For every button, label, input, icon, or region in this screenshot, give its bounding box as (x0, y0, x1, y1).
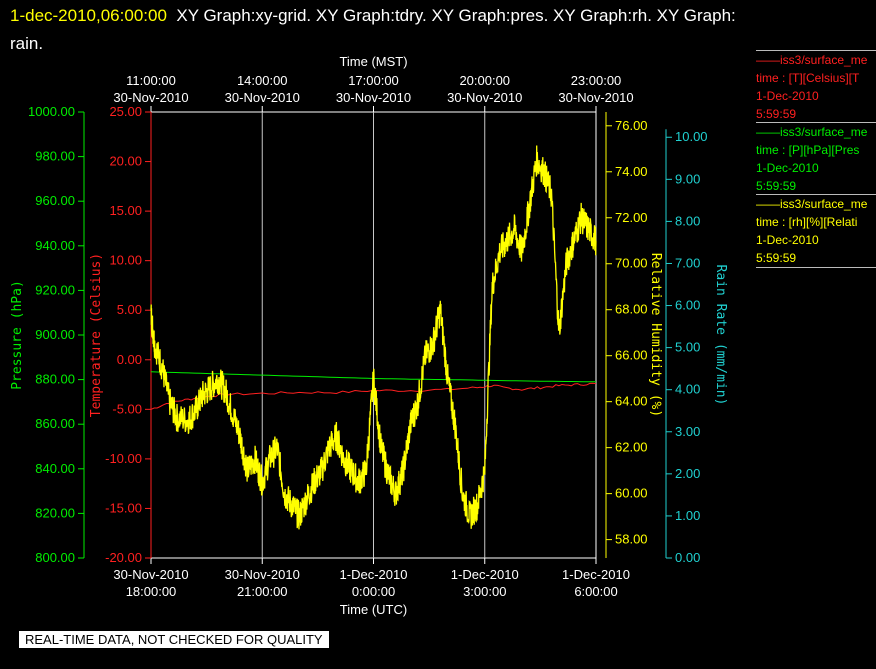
temperature-tick-label: 5.00 (117, 302, 142, 317)
rain-tick-label: 2.00 (675, 466, 700, 481)
rh-tick-label: 62.00 (615, 440, 648, 455)
legend-series-date: 1-Dec-2010 (756, 233, 819, 247)
legend-divider (756, 194, 876, 195)
temperature-tick-label: 0.00 (117, 352, 142, 367)
rh-tick-label: 68.00 (615, 302, 648, 317)
rain-tick-label: 3.00 (675, 424, 700, 439)
x-tick-label-time: 3:00:00 (463, 584, 506, 599)
temperature-axis-title: Temperature (Celsius) (89, 253, 104, 417)
header-title: 1-dec-2010,06:00:00 XY Graph:xy-grid. XY… (10, 2, 870, 58)
legend-entry-rh: ——iss3/surface_me time : [rh][%][Relati … (756, 194, 876, 268)
rh-tick-label: 74.00 (615, 164, 648, 179)
pressure-tick-label: 960.00 (35, 193, 75, 208)
series-line-rh (150, 145, 597, 530)
header-timestamp: 1-dec-2010,06:00:00 (10, 6, 167, 25)
temperature-tick-label: -10.00 (105, 451, 142, 466)
legend-divider (756, 50, 876, 51)
top-tick-label-date: 30-Nov-2010 (113, 90, 188, 105)
x-tick-label-date: 30-Nov-2010 (113, 567, 188, 582)
x-tick-label-date: 1-Dec-2010 (562, 567, 630, 582)
rain-tick-label: 0.00 (675, 550, 700, 565)
rh-tick-label: 64.00 (615, 394, 648, 409)
top-tick-label-time: 20:00:00 (459, 73, 510, 88)
rain-tick-label: 8.00 (675, 213, 700, 228)
pressure-axis-title: Pressure (hPa) (10, 280, 25, 390)
top-tick-label-time: 14:00:00 (237, 73, 288, 88)
x-tick-label-time: 21:00:00 (237, 584, 288, 599)
legend-series-date: 1-Dec-2010 (756, 89, 819, 103)
top-tick-label-time: 17:00:00 (348, 73, 399, 88)
legend-entry-temperature: ——iss3/surface_me time : [T][Celsius][T … (756, 50, 876, 123)
rh-tick-label: 58.00 (615, 532, 648, 547)
legend-series-units: time : [P][hPa][Pres (756, 143, 860, 157)
pressure-tick-label: 820.00 (35, 505, 75, 520)
pressure-tick-label: 840.00 (35, 461, 75, 476)
x-tick-label-date: 30-Nov-2010 (225, 567, 300, 582)
legend-series-time: 5:59:59 (756, 251, 797, 265)
pressure-tick-label: 980.00 (35, 149, 75, 164)
rain-tick-label: 10.00 (675, 129, 708, 144)
top-tick-label-date: 30-Nov-2010 (447, 90, 522, 105)
rh-tick-label: 66.00 (615, 348, 648, 363)
x-axis-title-mst: Time (MST) (339, 54, 407, 69)
temperature-tick-label: -15.00 (105, 500, 142, 515)
x-tick-label-date: 1-Dec-2010 (451, 567, 519, 582)
rh-tick-label: 70.00 (615, 256, 648, 271)
x-tick-label-time: 6:00:00 (574, 584, 617, 599)
x-tick-label-time: 0:00:00 (352, 584, 395, 599)
top-tick-label-date: 30-Nov-2010 (336, 90, 411, 105)
x-axis-title-utc: Time (UTC) (340, 602, 407, 617)
legend-series-time: 5:59:59 (756, 107, 797, 121)
rain-tick-label: 4.00 (675, 382, 700, 397)
pressure-tick-label: 1000.00 (28, 104, 75, 119)
rh-tick-label: 60.00 (615, 486, 648, 501)
temperature-tick-label: 20.00 (109, 154, 142, 169)
x-tick-label-time: 18:00:00 (126, 584, 177, 599)
pressure-tick-label: 800.00 (35, 550, 75, 565)
top-tick-label-time: 23:00:00 (571, 73, 622, 88)
temperature-tick-label: 25.00 (109, 104, 142, 119)
top-tick-label-time: 11:00:00 (126, 73, 176, 88)
rain-tick-label: 1.00 (675, 508, 700, 523)
x-tick-label-date: 1-Dec-2010 (340, 567, 408, 582)
legend-series-name: ——iss3/surface_me (756, 53, 868, 67)
pressure-tick-label: 900.00 (35, 327, 75, 342)
rain-tick-label: 9.00 (675, 171, 700, 186)
rh-tick-label: 76.00 (615, 118, 648, 133)
pressure-tick-label: 880.00 (35, 372, 75, 387)
pressure-tick-label: 920.00 (35, 282, 75, 297)
header-graph-list-tail: rain. (10, 34, 44, 53)
pressure-tick-label: 940.00 (35, 238, 75, 253)
header-graph-list: XY Graph:xy-grid. XY Graph:tdry. XY Grap… (176, 6, 736, 25)
legend-divider (756, 122, 876, 123)
temperature-tick-label: 10.00 (109, 253, 142, 268)
legend-divider (756, 267, 876, 268)
legend-series-date: 1-Dec-2010 (756, 161, 819, 175)
legend-series-time: 5:59:59 (756, 179, 797, 193)
pressure-tick-label: 860.00 (35, 416, 75, 431)
rh-axis-title: Relative Humidity (%) (648, 253, 663, 417)
temperature-tick-label: -20.00 (105, 550, 142, 565)
rain-tick-label: 5.00 (675, 340, 700, 355)
rain-axis-title: Rain Rate (mm/min) (713, 265, 728, 406)
top-tick-label-date: 30-Nov-2010 (225, 90, 300, 105)
rain-tick-label: 7.00 (675, 255, 700, 270)
top-tick-label-date: 30-Nov-2010 (558, 90, 633, 105)
legend-series-units: time : [T][Celsius][T (756, 71, 860, 85)
rain-tick-label: 6.00 (675, 298, 700, 313)
legend-entry-pressure: ——iss3/surface_me time : [P][hPa][Pres 1… (756, 122, 876, 195)
rh-tick-label: 72.00 (615, 210, 648, 225)
temperature-tick-label: -5.00 (112, 401, 142, 416)
legend-series-units: time : [rh][%][Relati (756, 215, 858, 229)
legend-series-name: ——iss3/surface_me (756, 197, 868, 211)
temperature-tick-label: 15.00 (109, 203, 142, 218)
quality-notice: REAL-TIME DATA, NOT CHECKED FOR QUALITY (19, 631, 329, 648)
legend-series-name: ——iss3/surface_me (756, 125, 868, 139)
